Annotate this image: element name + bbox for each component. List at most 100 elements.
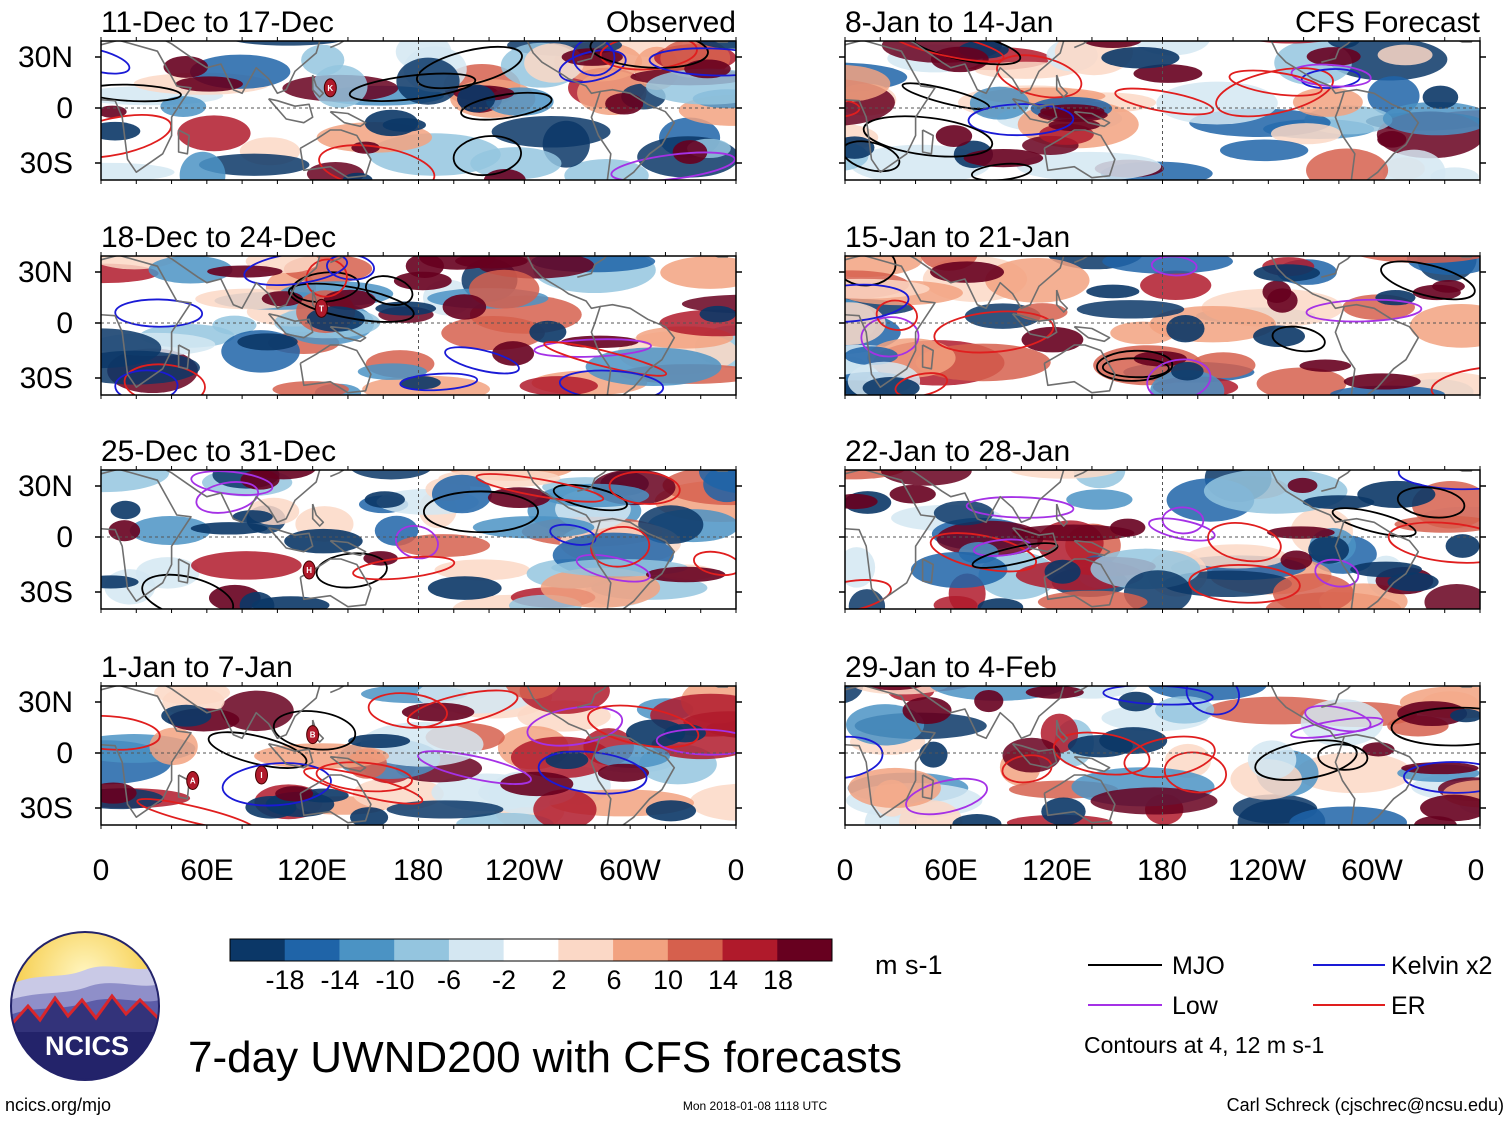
coastline	[1270, 686, 1356, 825]
coastline	[577, 686, 608, 708]
contour-line	[1390, 706, 1480, 747]
coastline	[600, 517, 676, 609]
coastline	[1457, 470, 1473, 472]
coastline	[1457, 256, 1473, 258]
panel-title: 22-Jan to 28-Jan	[845, 435, 1070, 468]
contour-line	[114, 369, 179, 395]
panels-layer: 11-Dec to 17-Dec Observed 30N 0 30S K 18-Dec t…	[18, 6, 1486, 829]
contour-line	[367, 692, 448, 729]
field-cell	[272, 381, 349, 395]
panel-field	[845, 470, 1480, 609]
field-cell	[952, 814, 1002, 825]
coastline	[1055, 719, 1069, 743]
coastline	[1321, 686, 1352, 708]
map-panel: 1-Jan to 7-Jan 30N 0 30S B A I	[18, 651, 742, 829]
contour-line	[1123, 735, 1216, 778]
coastline	[329, 110, 367, 128]
coastline	[526, 686, 612, 825]
x-tick-label: 120E	[277, 854, 347, 887]
contour-line	[399, 372, 479, 392]
coastline	[1055, 289, 1069, 313]
contour-line	[648, 47, 736, 77]
contour-line	[862, 115, 994, 158]
contour-line	[693, 550, 736, 577]
contour-line	[1114, 87, 1215, 116]
field-cell	[933, 595, 978, 609]
contour-line	[889, 41, 1005, 63]
field-cell	[348, 733, 411, 749]
field-cell	[427, 576, 502, 600]
coastline	[1043, 558, 1116, 608]
contour-line	[845, 140, 901, 173]
field-cell	[1066, 489, 1133, 510]
panel-field	[101, 41, 736, 180]
field-cell	[1148, 686, 1267, 701]
field-cell	[1300, 699, 1384, 747]
x-tick-label: 180	[393, 854, 443, 887]
contour-line	[875, 299, 918, 331]
coastline	[1073, 755, 1111, 773]
field-cell	[1253, 264, 1321, 282]
colorbar-units: m s-1	[875, 950, 943, 980]
field-cell	[845, 346, 898, 366]
storm-marker-label: B	[310, 731, 316, 740]
field-cell	[101, 328, 162, 369]
figure-title: 7-day UWND200 with CFS forecasts	[188, 1033, 902, 1082]
colorbar-swatch	[503, 939, 559, 961]
field-cell	[1289, 806, 1407, 825]
colorbar-swatch	[339, 939, 395, 961]
x-tick-label: 120E	[1022, 854, 1092, 887]
field-cell	[919, 741, 948, 768]
contour-line	[1317, 743, 1369, 771]
field-cell	[1267, 288, 1298, 313]
field-cell	[234, 41, 343, 46]
coastline	[1321, 470, 1352, 492]
coastline	[1011, 743, 1058, 769]
y-tick-label: 0	[56, 521, 73, 554]
y-tick-label: 30S	[20, 576, 73, 609]
contour-line	[552, 484, 628, 512]
field-cell	[101, 105, 127, 118]
coastline	[299, 558, 372, 608]
field-cell	[533, 789, 597, 825]
field-cell	[1037, 590, 1148, 609]
contour-line	[1331, 507, 1417, 538]
contour-line	[1185, 686, 1240, 716]
coastline	[267, 527, 314, 553]
colorbar-labels: -18 -14 -10 -6 -2 2 6 10 14 18	[265, 965, 793, 995]
colorbar-frame	[229, 938, 833, 962]
contour-line	[589, 41, 709, 69]
field-cell	[529, 320, 567, 344]
contour-line	[526, 705, 624, 747]
field-cell	[442, 294, 487, 320]
contour-line	[348, 72, 477, 102]
contour-line	[303, 767, 424, 805]
field-cell	[664, 723, 706, 743]
coastline	[1344, 733, 1420, 825]
field-cell	[275, 786, 314, 802]
field-cell	[396, 534, 491, 558]
colorbar-tick-label: 2	[551, 965, 566, 995]
coastline	[1011, 98, 1058, 124]
contour-line	[572, 41, 616, 77]
storm-marker-label: K	[327, 84, 333, 93]
coastline	[713, 41, 729, 43]
coastline	[299, 129, 372, 179]
field-cell	[699, 41, 736, 49]
panel-title: 15-Jan to 21-Jan	[845, 221, 1070, 254]
coastline	[1043, 774, 1116, 824]
field-cell	[930, 261, 1005, 283]
contour-line	[136, 798, 256, 825]
coastline	[921, 129, 934, 155]
coastline	[1270, 256, 1356, 395]
field-cell	[845, 278, 930, 299]
field-cell	[545, 750, 589, 770]
field-cell	[1414, 816, 1457, 825]
panel-field	[101, 256, 736, 395]
contour-line	[1314, 558, 1360, 588]
coastline	[1457, 686, 1473, 688]
field-cell	[845, 302, 886, 346]
coastline	[164, 686, 321, 740]
field-cell	[312, 65, 368, 108]
contour-line	[326, 256, 375, 281]
